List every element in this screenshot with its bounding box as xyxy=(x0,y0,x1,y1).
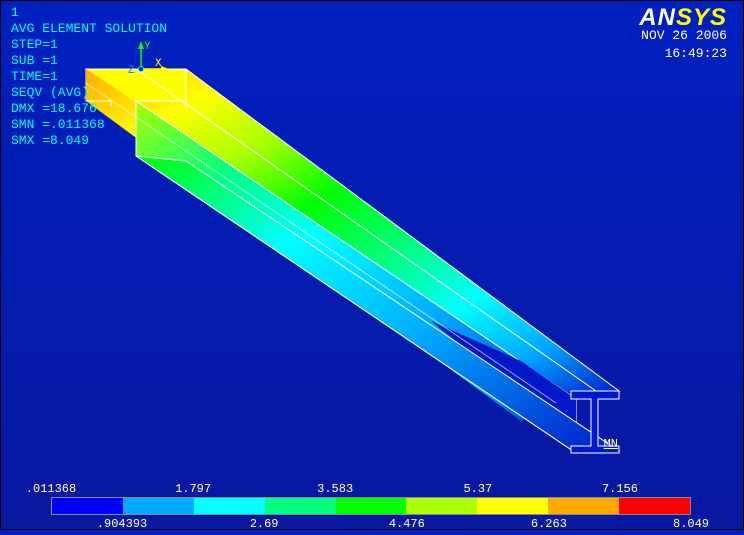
info-line: SMX =8.049 xyxy=(11,133,167,149)
logo-timestamp-block: ANSYS NOV 26 2006 16:49:23 xyxy=(639,9,727,63)
info-line: DMX =18.676 xyxy=(11,101,167,117)
info-line: TIME=1 xyxy=(11,69,167,85)
info-line: SMN =.011368 xyxy=(11,117,167,133)
info-line: SUB =1 xyxy=(11,53,167,69)
legend-value: 5.37 xyxy=(463,482,492,496)
legend-colorbar xyxy=(51,497,691,515)
legend-value: 2.69 xyxy=(250,517,279,531)
window-number: 1 xyxy=(11,5,167,21)
plot-date: NOV 26 2006 xyxy=(639,27,727,45)
legend-value: 6.263 xyxy=(531,517,567,531)
legend-swatch xyxy=(194,498,265,514)
legend-value: 8.049 xyxy=(673,517,709,531)
legend-swatch xyxy=(548,498,619,514)
legend-swatch xyxy=(477,498,548,514)
legend-value: 7.156 xyxy=(602,482,638,496)
legend-swatch xyxy=(123,498,194,514)
solution-info-block: 1 AVG ELEMENT SOLUTION STEP=1 SUB =1 TIM… xyxy=(11,5,167,149)
legend-value: .904393 xyxy=(97,517,147,531)
legend-value: 4.476 xyxy=(389,517,425,531)
plot-time: 16:49:23 xyxy=(639,45,727,63)
plot-title: AVG ELEMENT SOLUTION xyxy=(11,21,167,37)
ansys-logo: ANSYS xyxy=(639,9,727,27)
legend-swatch xyxy=(406,498,477,514)
legend-value: .011368 xyxy=(26,482,76,496)
legend-value: 3.583 xyxy=(317,482,353,496)
info-line: STEP=1 xyxy=(11,37,167,53)
legend-value: 1.797 xyxy=(175,482,211,496)
legend-swatch xyxy=(265,498,336,514)
legend-swatch xyxy=(619,498,690,514)
info-line: SEQV (AVG) xyxy=(11,85,167,101)
legend-swatch xyxy=(52,498,123,514)
legend-swatch xyxy=(336,498,407,514)
min-location-label: MN xyxy=(604,437,618,451)
contour-legend: .011368 1.797 3.583 5.37 7.156 .904393 2… xyxy=(51,497,691,515)
